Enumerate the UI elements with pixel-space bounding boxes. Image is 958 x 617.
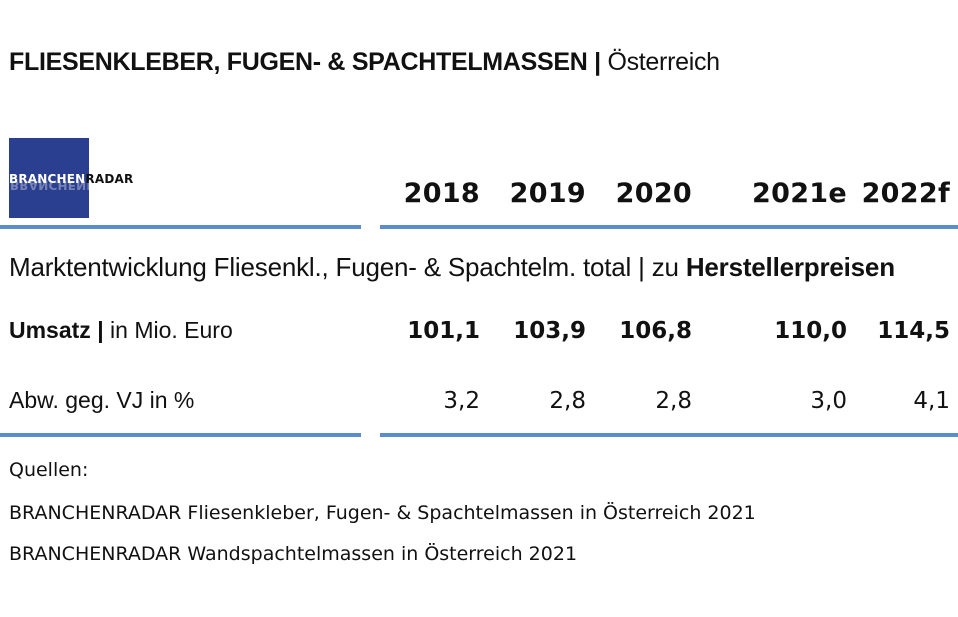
cell-abweichung-2019: 2,8 <box>549 388 586 414</box>
page-title: FLIESENKLEBER, FUGEN- & SPACHTELMASSEN |… <box>9 48 720 77</box>
footer-divider-left <box>0 433 361 437</box>
column-header-2021e: 2021e <box>752 178 847 209</box>
subtitle-bold: Herstellerpreisen <box>685 252 895 282</box>
column-header-2022f: 2022f <box>861 178 950 209</box>
column-header-2020: 2020 <box>615 178 692 209</box>
cell-umsatz-2022f: 114,5 <box>877 318 950 344</box>
cell-umsatz-2018: 101,1 <box>407 318 480 344</box>
table-subtitle: Marktentwicklung Fliesenkl., Fugen- & Sp… <box>9 252 895 283</box>
cell-umsatz-2020: 106,8 <box>619 318 692 344</box>
header-divider-left <box>0 225 361 229</box>
cell-umsatz-2019: 103,9 <box>513 318 586 344</box>
sources-heading: Quellen: <box>9 459 89 481</box>
title-country: Österreich <box>600 48 720 76</box>
row-label-umsatz: Umsatz | in Mio. Euro <box>9 317 233 344</box>
footer-divider-right <box>380 433 958 437</box>
header-divider-right <box>380 225 958 229</box>
branchenradar-logo: BRANCHENRADAR BRANCHENRADAR <box>9 138 134 218</box>
logo-text-part2: RADAR <box>85 172 134 186</box>
title-bold: FLIESENKLEBER, FUGEN- & SPACHTELMASSEN | <box>9 48 601 76</box>
cell-abweichung-2020: 2,8 <box>655 388 692 414</box>
cell-umsatz-2021e: 110,0 <box>774 318 847 344</box>
subtitle-text: Marktentwicklung Fliesenkl., Fugen- & Sp… <box>9 252 686 282</box>
row-label-umsatz-unit: in Mio. Euro <box>103 317 233 343</box>
source-item: BRANCHENRADAR Wandspachtelmassen in Öste… <box>9 543 578 565</box>
row-label-umsatz-bold: Umsatz | <box>9 317 104 343</box>
row-label-abweichung: Abw. geg. VJ in % <box>9 387 195 413</box>
logo-text-part1: BRANCHEN <box>9 172 86 186</box>
column-header-2019: 2019 <box>509 178 586 209</box>
cell-abweichung-2022f: 4,1 <box>913 388 950 414</box>
cell-abweichung-2018: 3,2 <box>443 388 480 414</box>
cell-abweichung-2021e: 3,0 <box>810 388 847 414</box>
logo-text: BRANCHENRADAR <box>9 172 133 186</box>
column-header-2018: 2018 <box>403 178 480 209</box>
source-item: BRANCHENRADAR Fliesenkleber, Fugen- & Sp… <box>9 502 756 524</box>
